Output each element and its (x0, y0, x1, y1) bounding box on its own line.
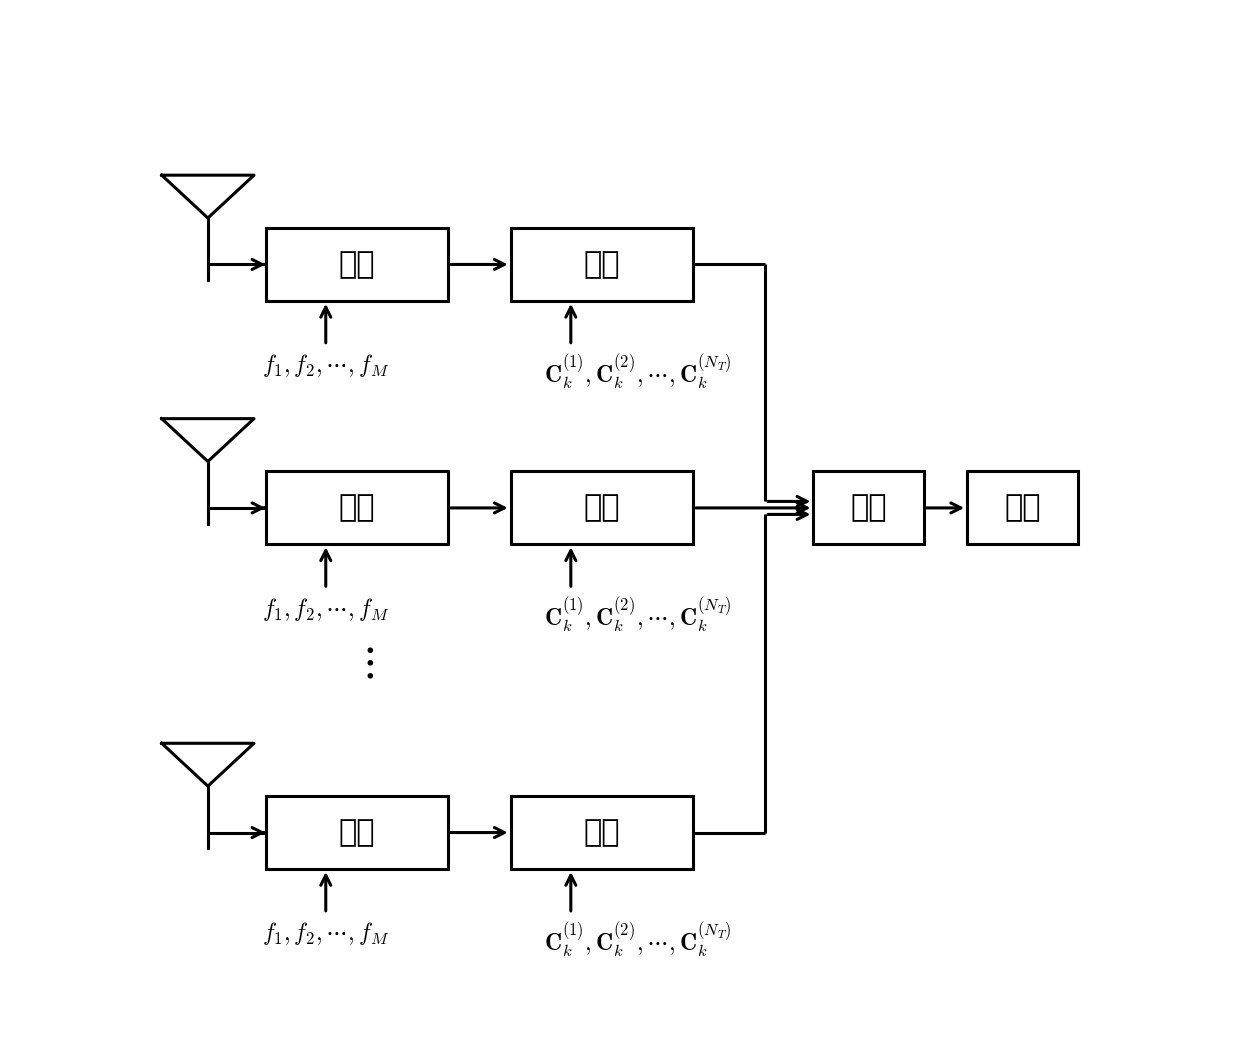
Text: $\mathbf{C}_k^{(1)},\mathbf{C}_k^{(2)},\cdots,\mathbf{C}_k^{(N_T)}$: $\mathbf{C}_k^{(1)},\mathbf{C}_k^{(2)},\… (544, 352, 732, 391)
Bar (265, 228, 448, 301)
Text: $\mathbf{C}_k^{(1)},\mathbf{C}_k^{(2)},\cdots,\mathbf{C}_k^{(N_T)}$: $\mathbf{C}_k^{(1)},\mathbf{C}_k^{(2)},\… (544, 596, 732, 635)
Text: 求和: 求和 (851, 493, 887, 523)
Text: $\vdots$: $\vdots$ (358, 641, 374, 684)
Text: 解调: 解调 (339, 493, 374, 523)
Text: $\mathbf{C}_k^{(1)},\mathbf{C}_k^{(2)},\cdots,\mathbf{C}_k^{(N_T)}$: $\mathbf{C}_k^{(1)},\mathbf{C}_k^{(2)},\… (544, 920, 732, 959)
Bar (265, 796, 448, 870)
Text: 解扩: 解扩 (584, 818, 620, 847)
Text: $f_1,f_2,\cdots,f_M$: $f_1,f_2,\cdots,f_M$ (262, 596, 389, 623)
Text: 判决: 判决 (1004, 493, 1040, 523)
Text: 解调: 解调 (339, 250, 374, 279)
Text: $f_1,f_2,\cdots,f_M$: $f_1,f_2,\cdots,f_M$ (262, 352, 389, 379)
Text: 解扩: 解扩 (584, 250, 620, 279)
Bar (511, 228, 693, 301)
Text: 解调: 解调 (339, 818, 374, 847)
Bar (967, 471, 1078, 545)
Bar (265, 471, 448, 545)
Bar (813, 471, 924, 545)
Bar (511, 471, 693, 545)
Text: 解扩: 解扩 (584, 493, 620, 523)
Bar (511, 796, 693, 870)
Text: $f_1,f_2,\cdots,f_M$: $f_1,f_2,\cdots,f_M$ (262, 920, 389, 948)
